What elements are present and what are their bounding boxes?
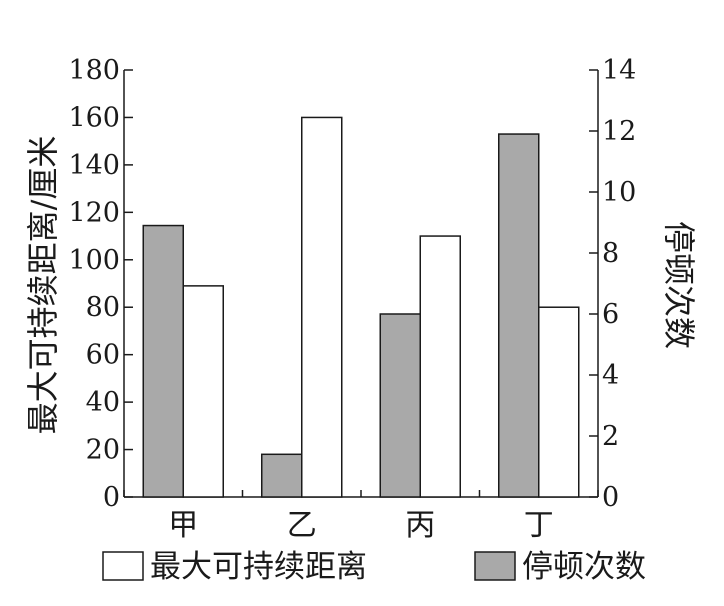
y-tick-label: 120 [68,197,120,228]
x-tick-label: 丁 [524,508,554,543]
x-tick-label: 丙 [405,508,435,543]
bar [182,285,224,498]
bar [538,306,580,498]
y-tick-label: 80 [86,292,120,323]
ticks: 0 20 40 60 80 100 120 140 160 180 0 2 4 6 8 10 12 14 甲 乙 丙 丁 [68,55,636,543]
y2-tick-label: 10 [602,177,636,208]
y-tick-label: 140 [68,150,120,181]
y2-tick-label: 6 [602,299,619,330]
y-tick-label: 20 [86,435,120,466]
legend-label-distance: 最大可持续距离 [150,549,367,585]
y-tick-label: 40 [86,387,120,418]
y2-tick-label: 12 [602,116,636,147]
legend-label-pauses: 停顿次数 [522,549,646,585]
y2-tick-label: 0 [602,482,619,513]
bar [261,453,303,498]
y2-tick-label: 8 [602,238,619,269]
bars [142,116,580,498]
legend-swatch-distance [102,551,144,581]
bar [498,133,540,498]
x-tick-label: 甲 [168,508,198,543]
y-tick-label: 180 [68,55,120,86]
y2-tick-label: 4 [602,360,619,391]
y-tick-label: 100 [68,245,120,276]
y-tick-label: 160 [68,102,120,133]
x-tick-label: 乙 [287,508,317,543]
y-tick-label: 60 [86,340,120,371]
bar [301,116,343,498]
bar [379,313,421,498]
y-axis-title: 最大可持续距离/厘米 [24,136,62,435]
y2-tick-label: 14 [602,55,636,86]
bar [142,224,184,498]
bar [419,235,461,498]
legend-swatch-pauses [474,551,516,581]
y2-tick-label: 2 [602,421,619,452]
y2-axis-title: 停顿次数 [660,221,698,349]
y-tick-label: 0 [103,482,120,513]
legend: 最大可持续距离 停顿次数 [102,549,646,585]
